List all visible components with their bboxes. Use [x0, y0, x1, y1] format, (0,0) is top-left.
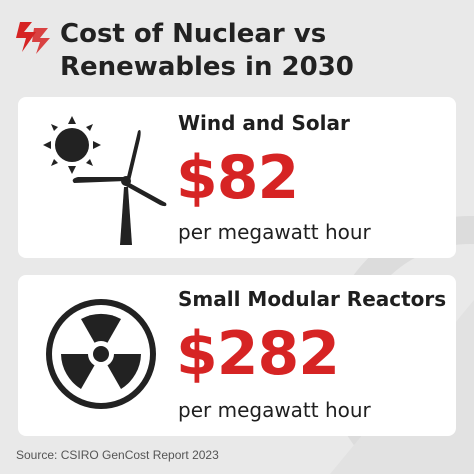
smr-card: Small Modular Reactors $282 per megawatt…	[18, 275, 456, 436]
price-value: $282	[176, 319, 340, 389]
sun-and-wind-turbine-icon	[43, 116, 167, 245]
radiation-symbol-icon	[46, 299, 156, 409]
price-value: $82	[176, 143, 299, 213]
price-unit: per megawatt hour	[178, 398, 371, 422]
card-heading: Small Modular Reactors	[178, 287, 447, 311]
page-title: Cost of Nuclear vs Renewables in 2030	[60, 19, 354, 82]
price-unit: per megawatt hour	[178, 220, 371, 244]
source-note: Source: CSIRO GenCost Report 2023	[16, 448, 219, 462]
sbs-logo-icon	[16, 22, 50, 54]
card-heading: Wind and Solar	[178, 111, 350, 135]
wind-solar-card: Wind and Solar $82 per megawatt hour	[18, 97, 456, 258]
